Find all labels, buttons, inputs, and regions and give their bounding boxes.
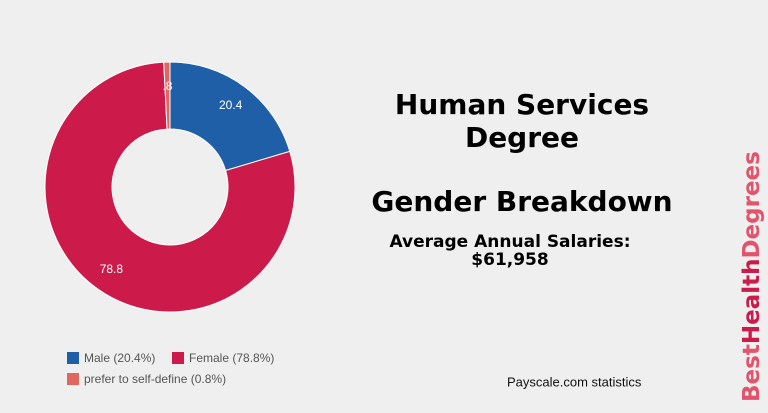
legend-label: Male (20.4%) — [84, 351, 155, 365]
value-label: .8 — [162, 79, 172, 93]
legend-label: prefer to self-define (0.8%) — [84, 372, 226, 386]
value-label: 20.4 — [219, 98, 243, 112]
annotation: Average Annual Salaries: — [390, 232, 631, 252]
brand-part: Degrees — [739, 151, 765, 258]
title-line: Degree — [465, 121, 579, 154]
legend-swatch — [172, 352, 184, 364]
subtitle: Gender Breakdown — [371, 185, 672, 218]
title-line: Human Services — [395, 88, 649, 121]
brand-part: Health — [739, 259, 765, 345]
annotation: $61,958 — [471, 250, 548, 270]
donut-slice — [44, 61, 296, 313]
brand-part: Best — [739, 344, 765, 402]
value-label: 78.8 — [100, 262, 124, 276]
legend-swatch — [67, 352, 79, 364]
source: Payscale.com statistics — [507, 374, 642, 389]
donut-slice — [163, 61, 171, 130]
donut-slice — [169, 61, 291, 172]
legend-swatch — [67, 373, 79, 385]
legend-label: Female (78.8%) — [189, 351, 274, 365]
brand: BestHealthDegrees — [739, 151, 765, 402]
